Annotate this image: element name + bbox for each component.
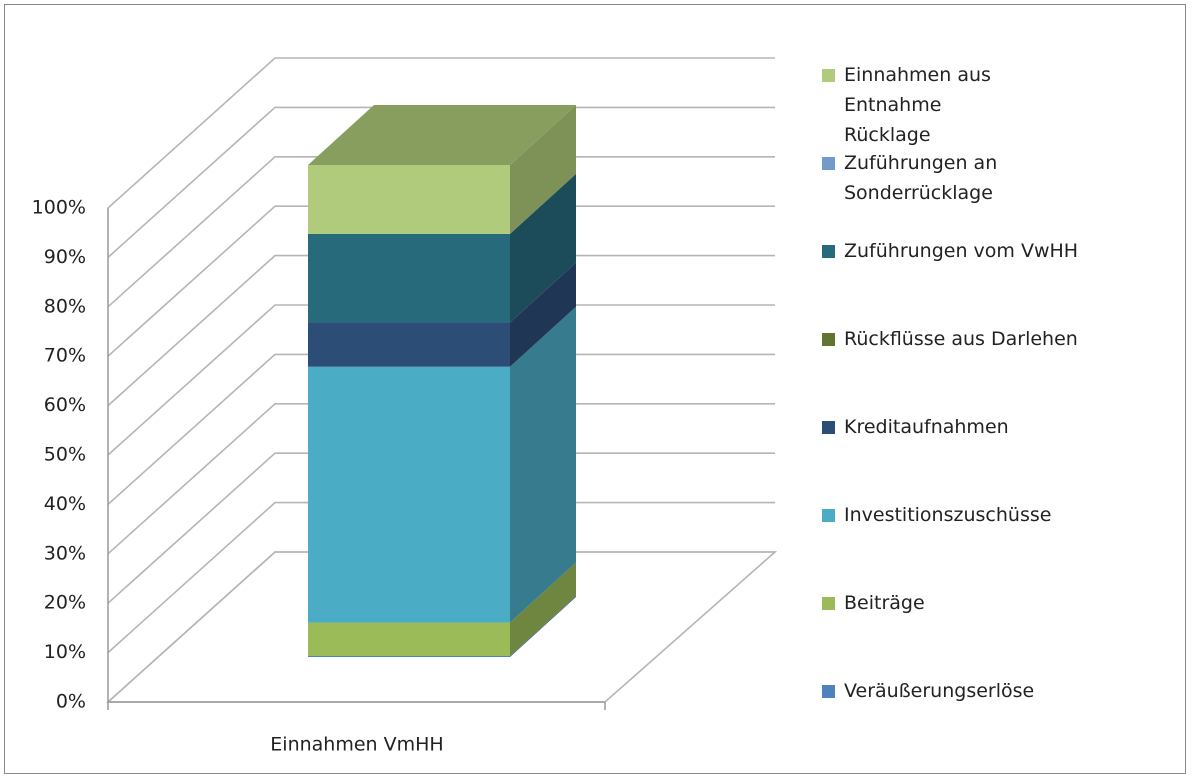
legend-label: Investitionszuschüsse (844, 504, 1052, 526)
legend-swatch (822, 597, 835, 610)
bar-segment (308, 165, 510, 234)
bar-segment (308, 366, 510, 623)
grid-line (107, 403, 775, 555)
legend-item: Rückflüsse aus Darlehen (822, 324, 1177, 354)
y-tick-label: 90% (44, 246, 86, 268)
chart-frame (4, 4, 1186, 774)
y-tick-label: 30% (44, 542, 86, 564)
grid-line (107, 551, 775, 703)
legend-item: Einnahmen aus Entnahme Rücklage (822, 60, 1177, 150)
legend-swatch (822, 157, 835, 170)
y-tick-label: 60% (44, 394, 86, 416)
y-tick-label: 10% (44, 641, 86, 663)
bar-segment (308, 622, 510, 657)
bar-side (510, 596, 576, 657)
grid-line (107, 304, 775, 456)
bar-side (510, 105, 576, 234)
legend-swatch (822, 333, 835, 346)
y-tick-label: 100% (32, 197, 86, 219)
bar-segment (308, 322, 510, 367)
legend-label: Veräußerungserlöse (844, 680, 1035, 702)
legend-item: Zuführungen vom VwHH (822, 236, 1177, 266)
bar-segment (308, 656, 510, 657)
legend-swatch (822, 421, 835, 434)
bar-side (510, 262, 576, 367)
bar-side (510, 562, 576, 657)
bar-side (510, 173, 576, 323)
legend-swatch (822, 245, 835, 258)
y-tick-label: 80% (44, 295, 86, 317)
legend-label: Beiträge (844, 592, 925, 614)
legend-swatch (822, 69, 835, 82)
grid-line (107, 452, 775, 604)
legend-label: Rückflüsse aus Darlehen (844, 328, 1078, 350)
legend-label: Einnahmen aus Entnahme Rücklage (844, 64, 991, 146)
legend-swatch (822, 509, 835, 522)
y-tick-label: 70% (44, 345, 86, 367)
grid-line (107, 57, 775, 209)
legend-label: Zuführungen vom VwHH (844, 240, 1079, 262)
y-tick-label: 0% (56, 691, 86, 713)
grid-line (107, 156, 775, 308)
legend-item: Beiträge (822, 588, 1177, 618)
legend-label: Kreditaufnahmen (844, 416, 1009, 438)
legend-item: Veräußerungserlöse (822, 676, 1177, 706)
y-tick-label: 50% (44, 444, 86, 466)
grid-line (107, 353, 775, 505)
grid-line (107, 205, 775, 357)
y-tick-label: 20% (44, 592, 86, 614)
legend-item: Investitionszuschüsse (822, 500, 1177, 530)
grid-line (107, 501, 775, 654)
legend-swatch (822, 685, 835, 698)
grid-line (107, 106, 775, 258)
bar-side (510, 306, 576, 623)
grid-line (107, 254, 775, 407)
bar-top (308, 105, 576, 165)
bar-segment (308, 233, 510, 323)
legend-label: Zuführungen an Sonderrücklage (844, 152, 998, 204)
y-tick-label: 40% (44, 493, 86, 515)
legend-item: Zuführungen an Sonderrücklage (822, 148, 1177, 208)
legend-item: Kreditaufnahmen (822, 412, 1177, 442)
x-tick-label: Einnahmen VmHH (270, 734, 443, 756)
